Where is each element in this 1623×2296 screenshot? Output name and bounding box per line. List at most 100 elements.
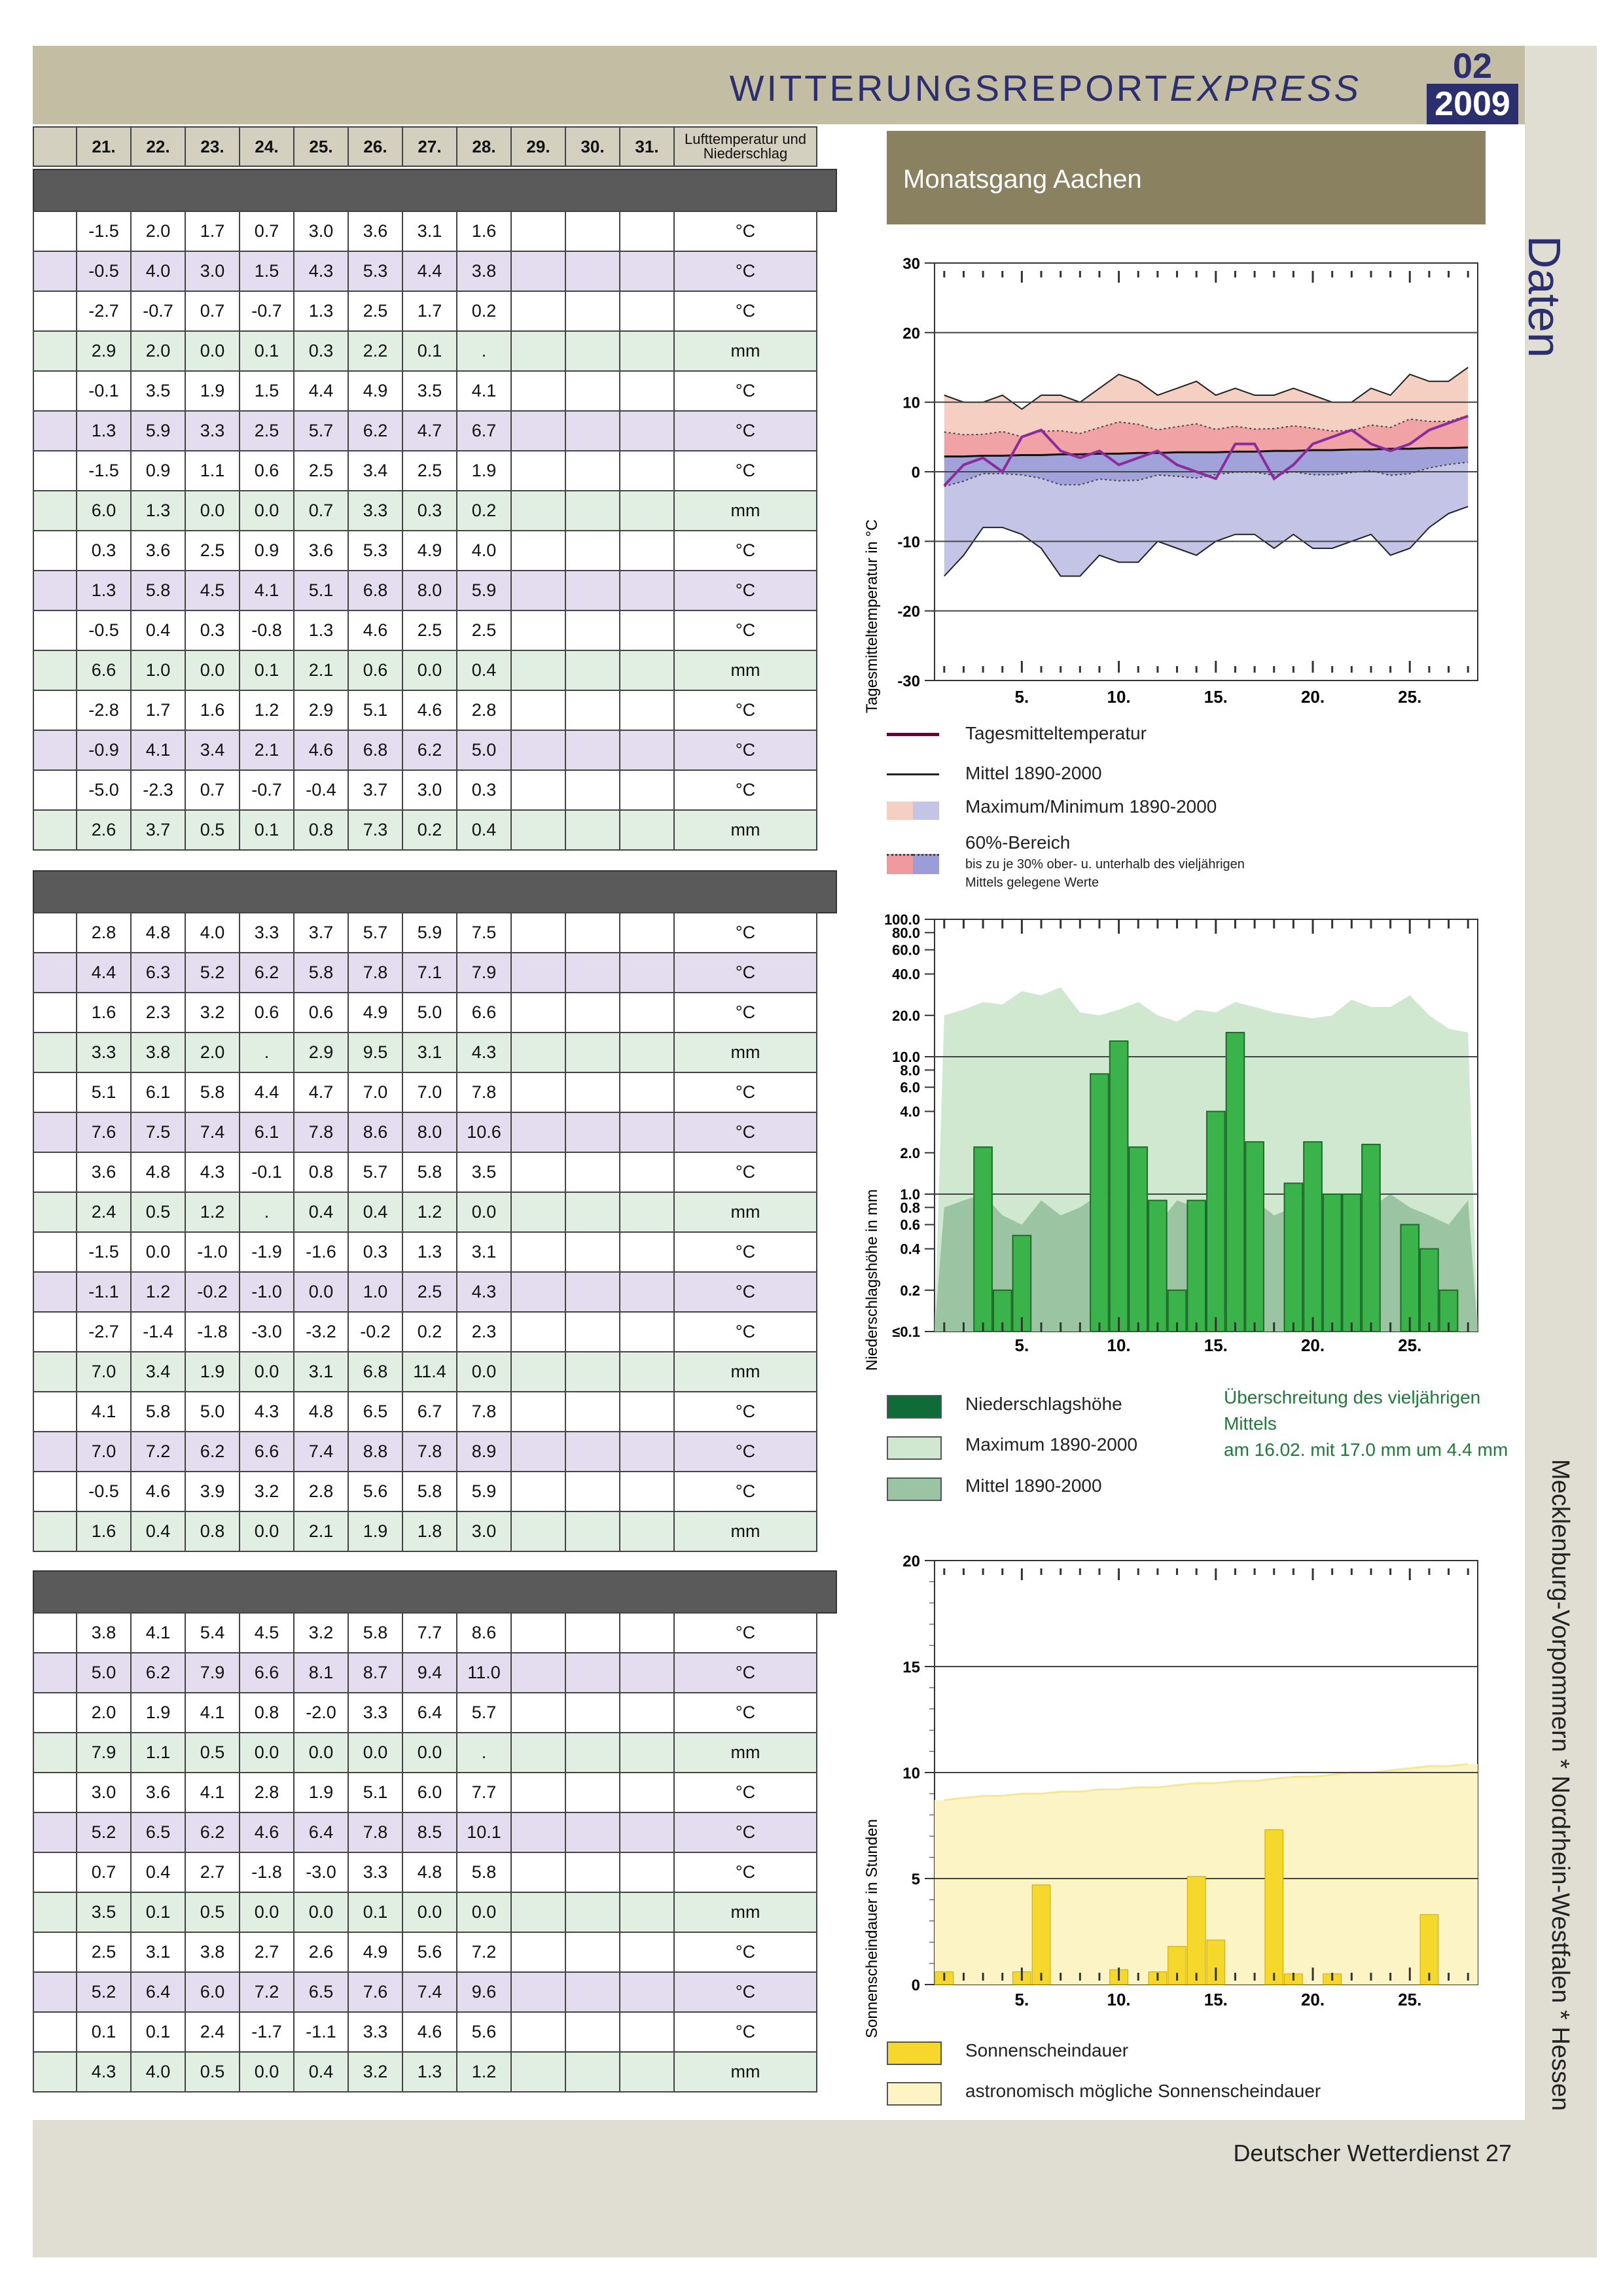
table-row: -1.5 2.0 1.7 0.7 3.0 3.6 3.1 1.6 °C xyxy=(33,211,817,252)
table-cell: 5.1 xyxy=(348,690,403,731)
table-cell: 0.0 xyxy=(239,2051,294,2093)
unit-cell: mm xyxy=(673,650,817,691)
table-cell: 1.3 xyxy=(293,291,349,332)
table-cell: 4.9 xyxy=(348,992,403,1033)
row-lead-cell xyxy=(33,1152,77,1193)
table-cell xyxy=(619,370,675,412)
table-cell: 6.5 xyxy=(130,1812,186,1853)
table-cell: 4.8 xyxy=(293,1391,349,1432)
table-cell: 0.2 xyxy=(456,490,512,531)
row-lead-cell xyxy=(33,450,77,491)
table-cell: 5.8 xyxy=(130,570,186,611)
precip-bar xyxy=(1225,1032,1245,1332)
chart-panel-title: Monatsgang Aachen xyxy=(887,131,1486,224)
table-cell xyxy=(565,690,620,731)
table-cell xyxy=(510,370,566,412)
table-cell: 1.7 xyxy=(130,690,186,731)
unit-cell: °C xyxy=(673,1772,817,1813)
precip-note: Mittels xyxy=(1224,1413,1277,1434)
table-cell: 5.0 xyxy=(185,1391,240,1432)
unit-header: Lufttemperatur und Niederschlag xyxy=(673,126,817,167)
legend-swatch-precip xyxy=(887,1395,942,1419)
row-lead-cell xyxy=(33,650,77,691)
precip-bar xyxy=(1361,1144,1381,1332)
table-cell: 5.0 xyxy=(76,1652,132,1693)
table-cell: 0.4 xyxy=(293,2051,349,2093)
table-cell xyxy=(510,1892,566,1933)
table-cell xyxy=(619,912,675,953)
table-cell: -0.1 xyxy=(76,370,132,412)
issue-month: 02 xyxy=(1452,46,1493,86)
row-lead-cell xyxy=(33,330,77,372)
y-tick-label: -20 xyxy=(897,603,920,621)
table-cell: 1.6 xyxy=(76,992,132,1033)
table-row: 1.3 5.9 3.3 2.5 5.7 6.2 4.7 6.7 °C xyxy=(33,410,817,451)
precip-note: am 16.02. mit 17.0 mm um 4.4 mm xyxy=(1224,1439,1508,1460)
unit-cell: °C xyxy=(673,1971,817,2013)
table-cell xyxy=(510,211,566,252)
table-cell: 1.0 xyxy=(130,650,186,691)
table-cell: 5.0 xyxy=(402,992,457,1033)
table-cell: 0.6 xyxy=(239,992,294,1033)
table-cell: 7.0 xyxy=(76,1431,132,1472)
table-cell: 4.1 xyxy=(185,1692,240,1733)
table-cell xyxy=(565,1351,620,1392)
table-cell xyxy=(510,1271,566,1313)
table-cell xyxy=(510,1112,566,1153)
table-cell xyxy=(510,1311,566,1352)
table-cell: 2.5 xyxy=(402,1271,457,1313)
station-bar xyxy=(33,169,837,212)
table-cell: 3.7 xyxy=(348,769,403,811)
temperature-chart: Tagesmitteltemperatur in °C 30 20 10 0 -10 -2… xyxy=(863,255,1478,713)
x-tick-label: 5. xyxy=(1015,687,1029,707)
unit-cell: mm xyxy=(673,1351,817,1392)
table-cell: -1.9 xyxy=(239,1231,294,1273)
table-cell: 6.5 xyxy=(293,1971,349,2013)
table-cell: 8.8 xyxy=(348,1431,403,1472)
table-cell xyxy=(619,1652,675,1693)
table-row: 2.0 1.9 4.1 0.8 -2.0 3.3 6.4 5.7 °C xyxy=(33,1692,817,1733)
table-cell xyxy=(565,1391,620,1432)
unit-cell: °C xyxy=(673,1612,817,1653)
table-cell: 7.0 xyxy=(402,1072,457,1113)
unit-cell: °C xyxy=(673,610,817,651)
precip-bar xyxy=(1283,1182,1304,1333)
table-cell: 0.1 xyxy=(348,1892,403,1933)
table-cell: 2.9 xyxy=(293,1032,349,1073)
table-cell: 0.3 xyxy=(185,610,240,651)
table-cell: 7.1 xyxy=(402,952,457,993)
table-cell xyxy=(565,1852,620,1893)
table-cell xyxy=(565,1192,620,1233)
table-cell: 3.2 xyxy=(348,2051,403,2093)
table-cell: 1.3 xyxy=(130,490,186,531)
unit-cell: °C xyxy=(673,1431,817,1472)
table-cell xyxy=(619,1351,675,1392)
table-cell xyxy=(510,570,566,611)
table-cell: 3.0 xyxy=(76,1772,132,1813)
table-cell: 3.3 xyxy=(185,410,240,451)
table-cell: 1.2 xyxy=(185,1192,240,1233)
table-cell: 5.9 xyxy=(402,912,457,953)
table-cell xyxy=(510,1152,566,1193)
table-cell: 1.9 xyxy=(185,370,240,412)
table-cell: 7.6 xyxy=(76,1112,132,1153)
table-cell xyxy=(565,1431,620,1472)
row-lead-cell xyxy=(33,690,77,731)
table-cell xyxy=(619,1971,675,2013)
table-row: 5.2 6.4 6.0 7.2 6.5 7.6 7.4 9.6 °C xyxy=(33,1971,817,2013)
table-row: -1.5 0.0 -1.0 -1.9 -1.6 0.3 1.3 3.1 °C xyxy=(33,1231,817,1273)
chart-panel-title-text: Monatsgang Aachen xyxy=(903,165,1142,194)
precip-bar xyxy=(1322,1193,1342,1332)
table-cell xyxy=(510,1072,566,1113)
y-tick-label: -30 xyxy=(897,673,920,690)
table-cell xyxy=(565,410,620,451)
table-cell: -1.4 xyxy=(130,1311,186,1352)
unit-cell: °C xyxy=(673,1692,817,1733)
table-cell: 5.1 xyxy=(348,1772,403,1813)
row-lead-cell xyxy=(33,1431,77,1472)
table-cell: 10.6 xyxy=(456,1112,512,1153)
table-cell: 0.1 xyxy=(239,809,294,851)
legend-swatch-max xyxy=(887,802,913,820)
table-cell: 5.9 xyxy=(456,1471,512,1512)
table-row: -1.1 1.2 -0.2 -1.0 0.0 1.0 2.5 4.3 °C xyxy=(33,1271,817,1313)
